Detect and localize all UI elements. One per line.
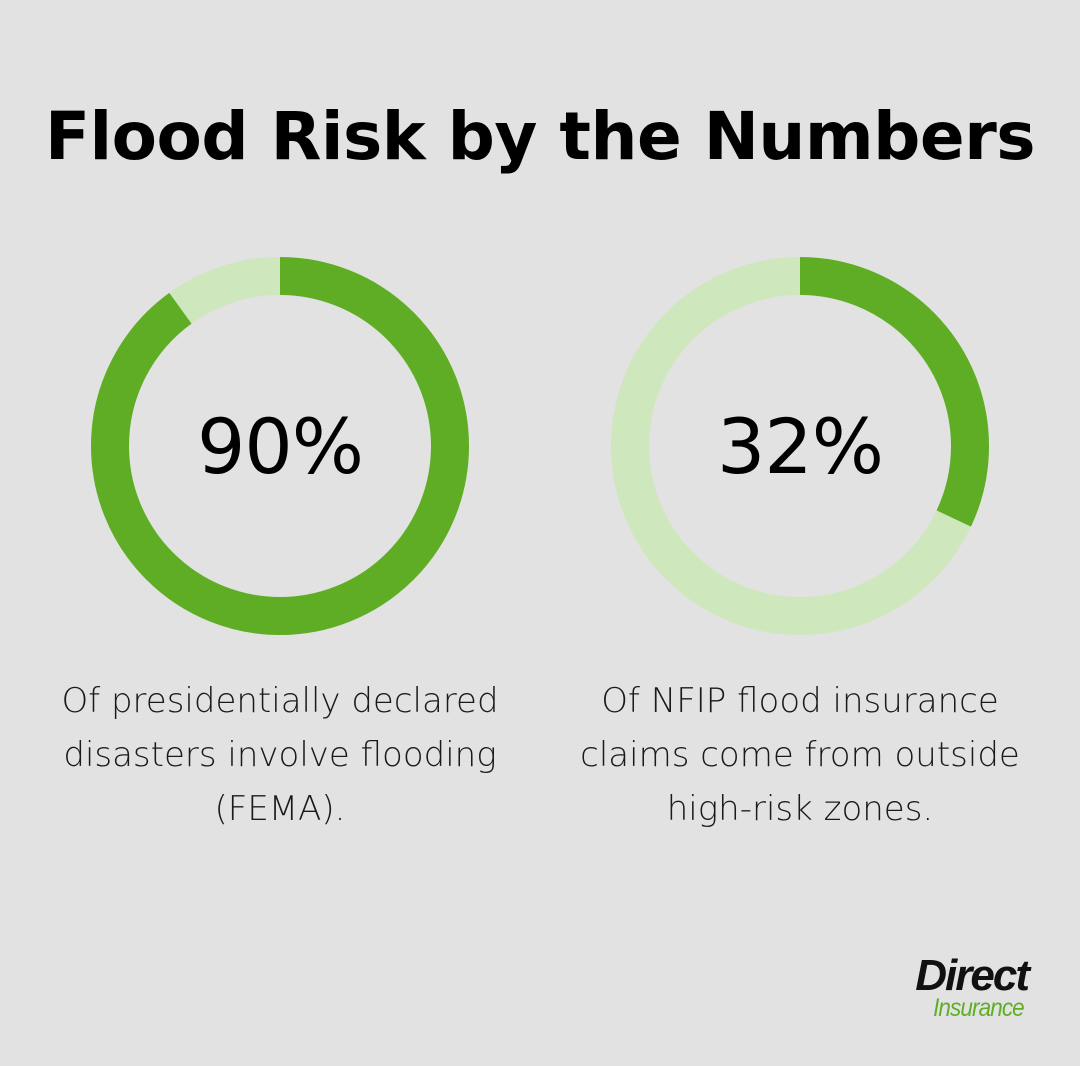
donut-ring: [91, 257, 469, 635]
logo-wordmark-direct: Direct: [915, 951, 1030, 1000]
stat-value: 32%: [717, 401, 884, 491]
brand-logo: Direct Insurance: [876, 952, 1036, 1032]
stat-value: 90%: [197, 401, 364, 491]
logo-wordmark-insurance: Insurance: [933, 994, 1025, 1022]
page-title: Flood Risk by the Numbers: [44, 98, 1036, 175]
donut-chart-flooding-disasters: 90%: [90, 256, 470, 636]
donut-chart-claims-outside-high-risk: 32%: [610, 256, 990, 636]
donut-ring: [611, 257, 989, 635]
stat-caption: Of NFIP flood insurance claims come from…: [580, 681, 1020, 829]
stat-caption: Of presidentially declared disasters inv…: [61, 681, 499, 829]
